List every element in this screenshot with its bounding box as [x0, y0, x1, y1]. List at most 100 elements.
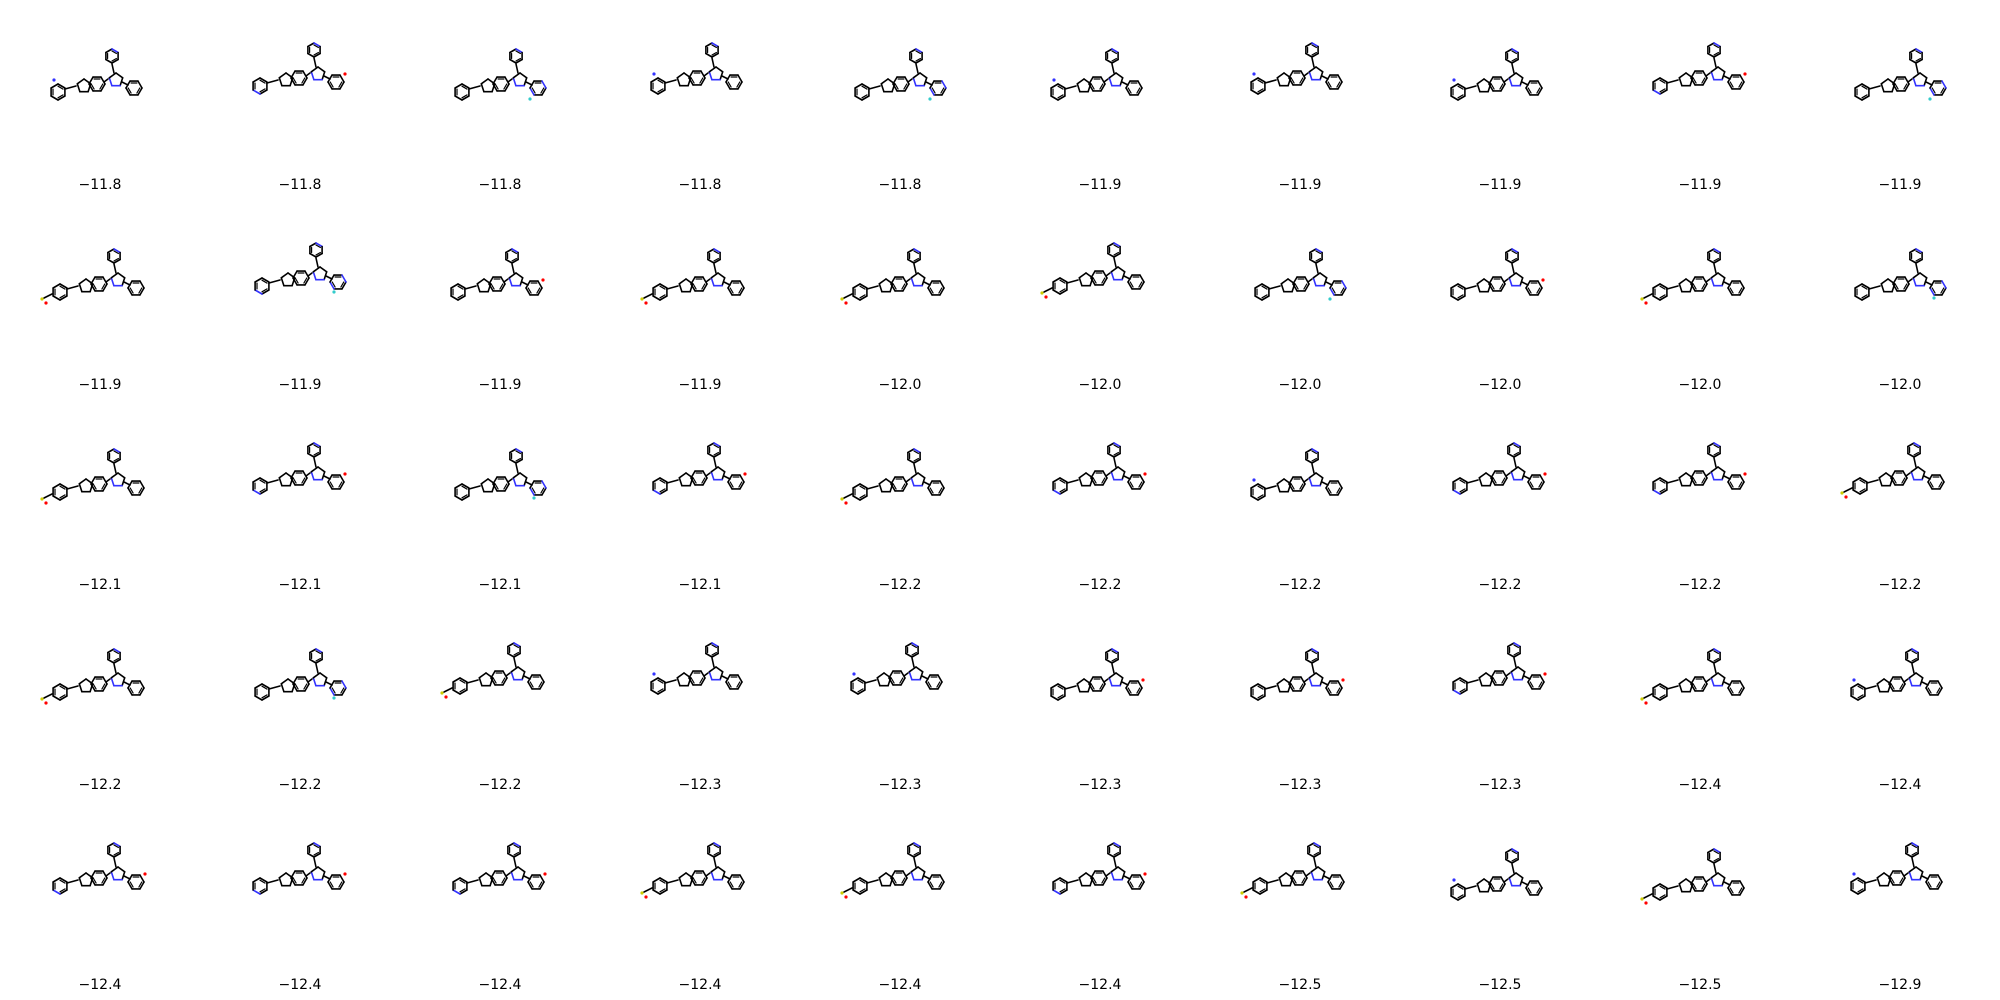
molecule-structure	[652, 442, 747, 495]
docking-score-label: −12.4	[1078, 977, 1122, 993]
molecule-cell: −11.8	[200, 0, 400, 200]
molecule-cell: −11.9	[1200, 0, 1400, 200]
molecule-cell: −12.1	[600, 400, 800, 600]
docking-score-label: −12.2	[878, 577, 922, 593]
molecule-cell: −12.3	[1000, 600, 1200, 800]
molecule-structure	[1854, 48, 1947, 101]
molecule-structure	[1452, 442, 1547, 495]
molecule-cell: −11.9	[1000, 0, 1200, 200]
molecule-cell: −11.9	[1400, 0, 1600, 200]
docking-score-label: −11.9	[1678, 177, 1722, 193]
docking-score-label: −12.2	[1878, 577, 1922, 593]
molecule-cell: −12.3	[600, 600, 800, 800]
docking-score-label: −11.8	[78, 177, 122, 193]
molecule-cell: −11.8	[400, 0, 600, 200]
docking-score-label: −12.3	[1078, 777, 1122, 793]
molecule-structure	[650, 42, 743, 95]
molecule-structure	[840, 448, 945, 505]
molecule-cell: −11.9	[0, 200, 200, 400]
docking-score-label: −12.0	[1278, 377, 1322, 393]
molecule-cell: −11.8	[800, 0, 1000, 200]
molecule-cell: −12.2	[1600, 400, 1800, 600]
molecule-structure	[840, 248, 945, 305]
molecule-structure	[1250, 42, 1343, 95]
molecule-structure	[1640, 848, 1745, 905]
molecule-structure	[1850, 842, 1943, 895]
molecule-structure	[1840, 442, 1945, 499]
molecule-cell: −12.5	[1600, 800, 1800, 1000]
docking-score-label: −12.2	[1278, 577, 1322, 593]
docking-score-label: −12.5	[1478, 977, 1522, 993]
docking-score-label: −11.9	[1078, 177, 1122, 193]
molecule-structure	[1250, 648, 1345, 701]
molecule-structure	[252, 442, 347, 495]
molecule-cell: −12.0	[1200, 200, 1400, 400]
molecule-structure	[1250, 448, 1343, 501]
molecule-cell: −12.0	[1400, 200, 1600, 400]
docking-score-label: −12.4	[1678, 777, 1722, 793]
molecule-cell: −12.3	[1400, 600, 1600, 800]
molecule-cell: −12.4	[0, 800, 200, 1000]
molecule-cell: −11.9	[1800, 0, 2000, 200]
docking-score-label: −12.2	[478, 777, 522, 793]
molecule-structure	[1854, 248, 1947, 301]
docking-score-label: −11.9	[78, 377, 122, 393]
molecule-cell: −12.4	[1600, 600, 1800, 800]
molecule-structure	[252, 42, 347, 95]
molecule-cell: −12.5	[1400, 800, 1600, 1000]
docking-score-label: −12.0	[878, 377, 922, 393]
docking-score-label: −11.8	[878, 177, 922, 193]
docking-score-label: −12.0	[1078, 377, 1122, 393]
docking-score-label: −12.3	[678, 777, 722, 793]
molecule-cell: −12.0	[1800, 200, 2000, 400]
docking-score-label: −12.4	[78, 977, 122, 993]
docking-score-label: −12.2	[78, 777, 122, 793]
molecule-structure	[1050, 48, 1143, 101]
molecule-structure	[454, 48, 547, 101]
molecule-cell: −12.5	[1200, 800, 1400, 1000]
molecule-cell: −12.9	[1800, 800, 2000, 1000]
molecule-structure	[1052, 442, 1147, 495]
molecule-cell: −12.1	[400, 400, 600, 600]
molecule-structure	[1450, 848, 1543, 901]
docking-score-label: −12.4	[1878, 777, 1922, 793]
molecule-cell: −12.1	[0, 400, 200, 600]
molecule-structure	[840, 842, 945, 899]
molecule-structure	[450, 248, 545, 301]
molecule-structure	[1640, 648, 1745, 705]
molecule-cell: −12.3	[1200, 600, 1400, 800]
molecule-cell: −11.9	[600, 200, 800, 400]
molecule-structure	[850, 642, 943, 695]
molecule-cell: −12.0	[1000, 200, 1200, 400]
molecule-cell: −11.8	[0, 0, 200, 200]
docking-score-label: −12.1	[78, 577, 122, 593]
molecule-structure	[1452, 642, 1547, 695]
molecule-structure	[1850, 648, 1943, 701]
docking-score-label: −12.2	[1478, 577, 1522, 593]
molecule-cell: −12.0	[800, 200, 1000, 400]
molecule-cell: −12.4	[800, 800, 1000, 1000]
docking-score-label: −11.9	[1478, 177, 1522, 193]
molecule-structure	[1652, 442, 1747, 495]
molecule-cell: −12.2	[1200, 400, 1400, 600]
molecule-cell: −12.1	[200, 400, 400, 600]
molecule-structure	[252, 842, 347, 895]
molecule-cell: −12.3	[800, 600, 1000, 800]
docking-score-label: −12.4	[878, 977, 922, 993]
docking-score-label: −12.1	[478, 577, 522, 593]
docking-score-label: −12.1	[678, 577, 722, 593]
docking-score-label: −12.4	[678, 977, 722, 993]
molecule-structure	[640, 842, 745, 899]
docking-score-label: −11.8	[478, 177, 522, 193]
molecule-structure	[1050, 648, 1145, 701]
molecule-cell: −12.2	[1800, 400, 2000, 600]
molecule-structure	[1640, 248, 1745, 305]
molecule-cell: −11.9	[400, 200, 600, 400]
molecule-cell: −11.9	[1600, 0, 1800, 200]
molecule-cell: −11.8	[600, 0, 800, 200]
molecule-cell: −12.2	[1400, 400, 1600, 600]
docking-score-label: −12.5	[1278, 977, 1322, 993]
molecule-structure	[52, 842, 147, 895]
molecule-structure	[640, 248, 745, 305]
